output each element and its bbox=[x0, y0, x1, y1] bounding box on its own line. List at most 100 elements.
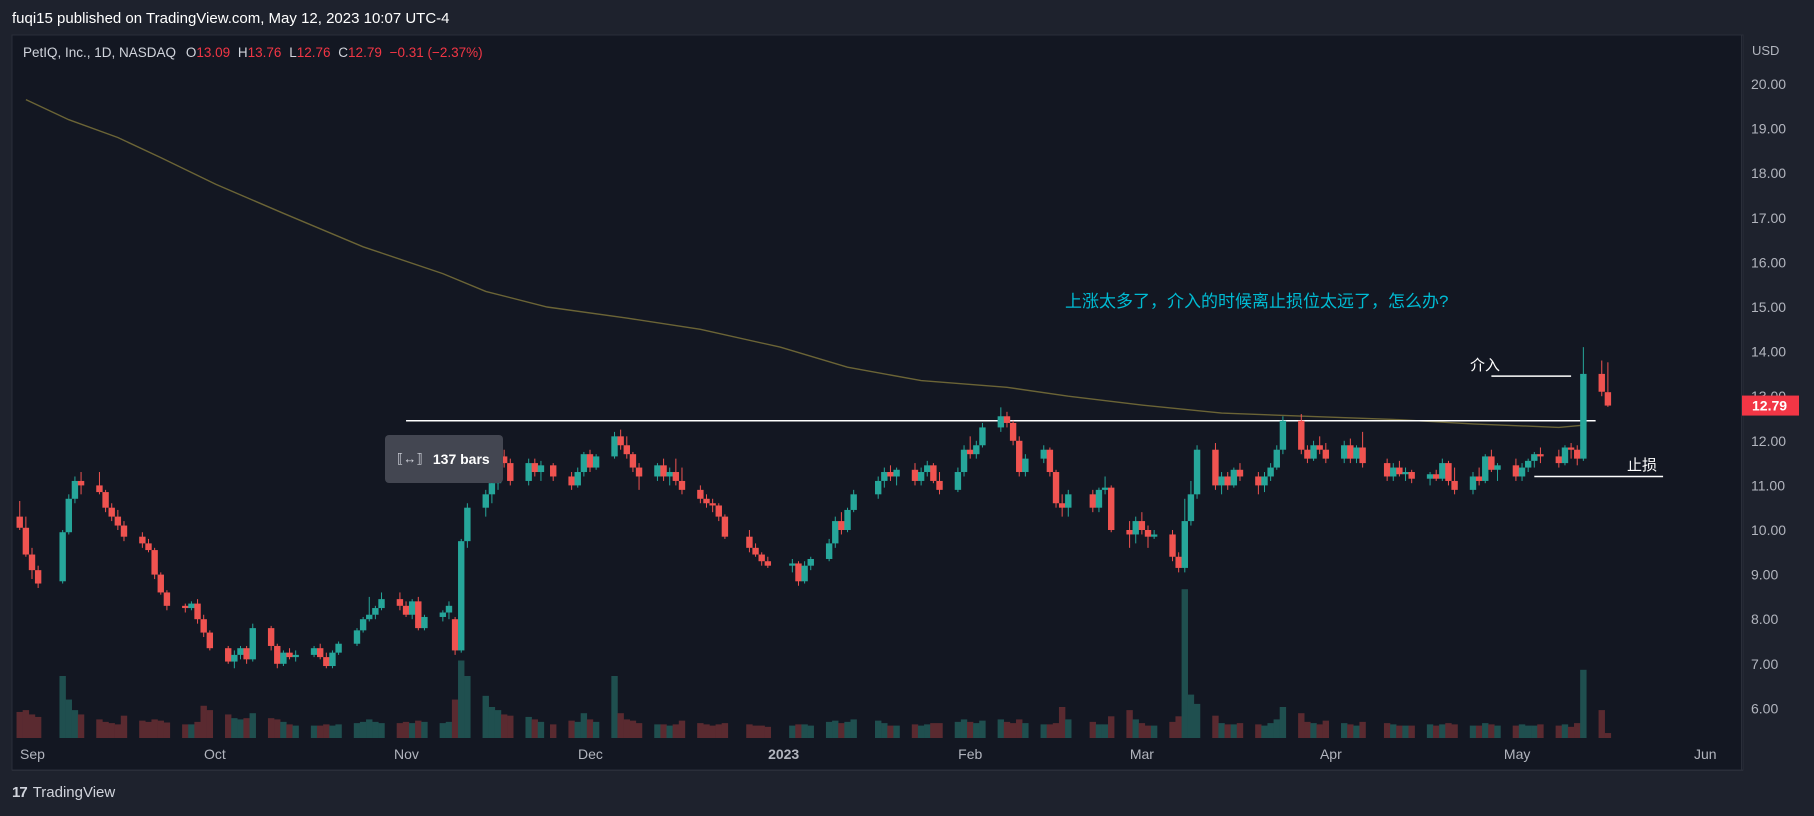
candle bbox=[844, 507, 851, 533]
candle bbox=[1390, 463, 1397, 481]
volume-bar bbox=[494, 710, 502, 738]
currency-label: USD bbox=[1752, 43, 1779, 58]
candle-body bbox=[139, 536, 146, 544]
candle-body bbox=[237, 648, 244, 655]
volume-bar bbox=[267, 718, 275, 738]
candle bbox=[1022, 454, 1029, 477]
volume-bar bbox=[500, 714, 508, 738]
volume-bar bbox=[1524, 725, 1532, 738]
question-annotation[interactable]: 上涨太多了，介入的时候离止损位太远了，怎么办? bbox=[1065, 292, 1449, 311]
entry-annotation[interactable]: 介入 bbox=[1470, 357, 1501, 374]
volume-bar bbox=[1555, 725, 1563, 738]
candle-body bbox=[329, 652, 336, 667]
candle bbox=[930, 463, 937, 484]
candle bbox=[225, 645, 232, 664]
candle-body bbox=[1181, 521, 1188, 568]
volume-bar bbox=[1580, 669, 1587, 738]
volume-bar bbox=[1488, 724, 1495, 738]
volume-bar bbox=[825, 721, 833, 738]
candle bbox=[838, 512, 845, 535]
volume-bar bbox=[28, 714, 36, 738]
price-tick-label: 16.00 bbox=[1751, 254, 1786, 270]
volume-bar bbox=[1150, 725, 1158, 738]
candle-body bbox=[1451, 480, 1458, 490]
volume-bar bbox=[1040, 724, 1047, 738]
candle bbox=[372, 605, 379, 620]
volume-bar bbox=[1101, 724, 1109, 738]
candle-body bbox=[366, 614, 373, 620]
volume-bar bbox=[997, 719, 1005, 738]
footer-brand[interactable]: 17 TradingView bbox=[12, 784, 115, 801]
bars-measure-label[interactable]: ⟦↔⟧ 137 bars bbox=[385, 435, 503, 483]
time-tick-label: Oct bbox=[204, 746, 226, 762]
stop-annotation[interactable]: 止损 bbox=[1627, 457, 1658, 474]
candle bbox=[286, 648, 293, 660]
candle bbox=[206, 630, 214, 651]
volume-bar bbox=[316, 725, 324, 738]
candle bbox=[1512, 458, 1520, 481]
volume-bar bbox=[482, 695, 489, 738]
candle-body bbox=[96, 485, 103, 493]
candle bbox=[635, 463, 643, 490]
volume-bar bbox=[1396, 725, 1403, 738]
candle-body bbox=[1537, 454, 1544, 457]
candle-body bbox=[188, 603, 195, 609]
volume-bar bbox=[1279, 707, 1287, 738]
volume-bar bbox=[402, 721, 410, 738]
time-tick-label: Feb bbox=[958, 746, 982, 762]
candle-body bbox=[1089, 494, 1097, 508]
candle-body bbox=[1469, 476, 1477, 490]
volume-bar bbox=[874, 720, 882, 738]
candle bbox=[1310, 440, 1317, 461]
candle-body bbox=[930, 465, 937, 481]
candle-body bbox=[1052, 472, 1060, 504]
time-tick-label: Nov bbox=[394, 746, 419, 762]
volume-bar bbox=[194, 721, 201, 738]
volume-bar bbox=[65, 699, 72, 738]
candle-body bbox=[359, 619, 367, 631]
volume-bar bbox=[764, 726, 772, 738]
volume-bar bbox=[537, 721, 545, 738]
candle bbox=[120, 521, 128, 542]
candle-body bbox=[1144, 530, 1152, 537]
volume-bar bbox=[666, 725, 673, 738]
candle-body bbox=[1598, 373, 1605, 392]
volume-bar bbox=[1432, 725, 1440, 738]
candle-body bbox=[274, 645, 281, 664]
volume-bar bbox=[372, 721, 379, 738]
candle-body bbox=[102, 492, 109, 508]
candle-body bbox=[1322, 449, 1330, 459]
high-label: H bbox=[237, 45, 248, 60]
volume-bar bbox=[280, 721, 287, 738]
symbol-name: PetIQ, Inc., 1D, NASDAQ bbox=[23, 45, 177, 60]
candle bbox=[439, 610, 447, 622]
candle-body bbox=[1126, 530, 1133, 535]
candle-body bbox=[654, 465, 661, 477]
volume-bar bbox=[1359, 721, 1366, 738]
candle bbox=[16, 501, 23, 530]
candle-body bbox=[488, 483, 496, 495]
volume-bar bbox=[1567, 726, 1575, 738]
volume-bar bbox=[329, 725, 336, 738]
volume-bar bbox=[225, 714, 232, 738]
volume-bar bbox=[439, 723, 447, 738]
candle-body bbox=[1236, 469, 1244, 477]
candle-body bbox=[936, 480, 943, 490]
volume-bar bbox=[1537, 724, 1544, 738]
candle-body bbox=[316, 648, 324, 658]
candle-body bbox=[1512, 465, 1520, 477]
candle bbox=[1537, 447, 1544, 464]
volume-bar bbox=[408, 723, 416, 738]
symbol-legend[interactable]: PetIQ, Inc., 1D, NASDAQ O13.09 H13.76 L1… bbox=[23, 45, 483, 60]
candle bbox=[924, 460, 931, 477]
candle-body bbox=[1040, 449, 1047, 459]
volume-bar bbox=[550, 724, 557, 738]
candle-body bbox=[1353, 447, 1360, 459]
volume-bar bbox=[378, 723, 385, 738]
candle bbox=[1524, 458, 1532, 473]
candle bbox=[77, 472, 85, 495]
measure-text: 137 bars bbox=[432, 451, 490, 467]
candle-body bbox=[402, 605, 410, 615]
candle bbox=[874, 476, 882, 499]
